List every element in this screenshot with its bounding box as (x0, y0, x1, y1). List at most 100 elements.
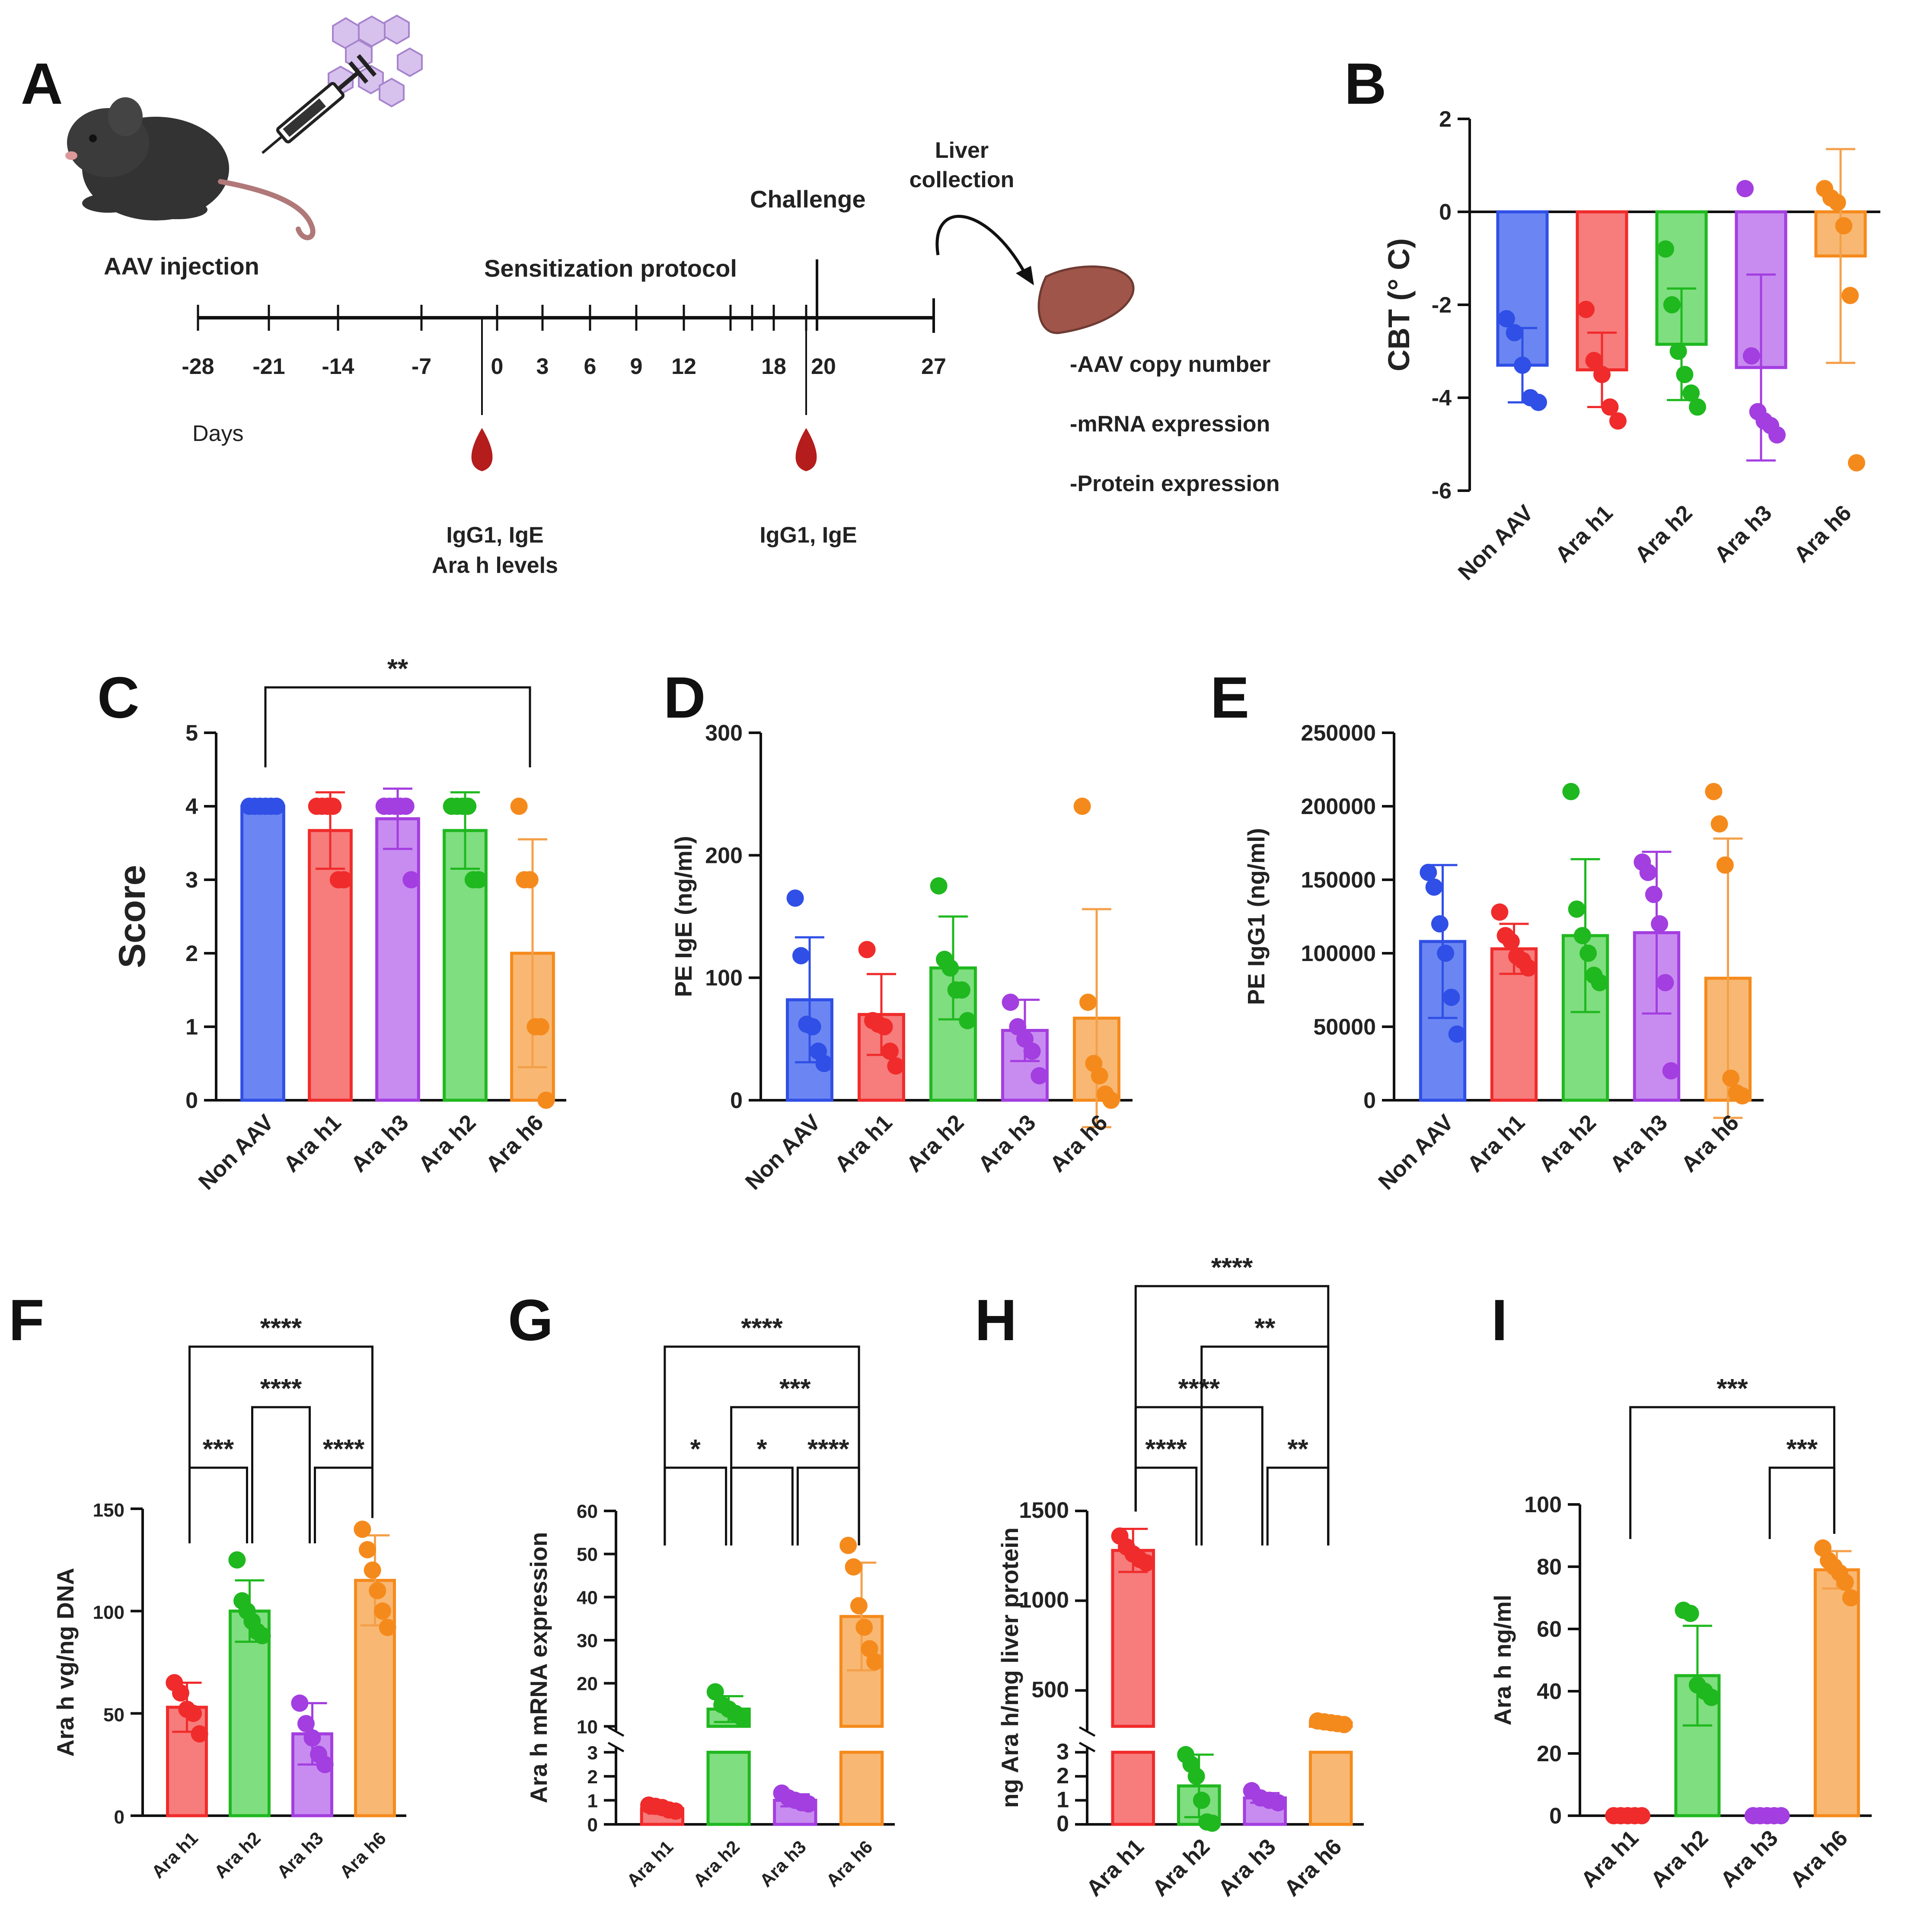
liver-arrow-head (1016, 266, 1034, 285)
y-axis-label: Ara h ng/ml (1489, 1595, 1516, 1726)
y-tick-label: 30 (577, 1630, 598, 1651)
y-tick-label: 1 (1056, 1787, 1069, 1812)
data-point (1519, 959, 1537, 977)
data-point (191, 1725, 208, 1743)
data-point (667, 1802, 684, 1820)
bleed1-line1: IgG1, IgE (446, 523, 543, 548)
data-point (804, 1018, 821, 1035)
x-category-label: Ara h3 (1710, 500, 1777, 567)
y-tick-label: 100 (93, 1602, 124, 1623)
data-point (324, 798, 342, 815)
data-point (1031, 1067, 1048, 1085)
significance-label: **** (323, 1434, 365, 1464)
significance-bracket (1200, 1345, 1330, 1546)
data-point (253, 1627, 271, 1645)
data-point (402, 871, 420, 888)
data-point (1703, 1689, 1720, 1706)
data-point (1562, 783, 1580, 800)
y-tick-label: 100 (705, 966, 743, 991)
x-category-label: Ara h1 (147, 1828, 202, 1882)
data-point (172, 1684, 189, 1702)
data-point (1676, 366, 1694, 383)
x-category-label: Ara h1 (279, 1110, 346, 1177)
data-point (1688, 398, 1706, 416)
day-label: -28 (182, 354, 214, 379)
significance-label: **** (807, 1434, 849, 1464)
readout-mrna: -mRNA expression (1070, 412, 1270, 437)
timeline-day-labels: -28 -21 -14 -7 0 3 6 9 12 18 20 27 (182, 354, 946, 379)
data-point (1502, 932, 1520, 950)
significance-label: **** (1145, 1434, 1187, 1464)
data-point (359, 1541, 377, 1558)
data-point (1269, 1794, 1287, 1811)
x-category-label: Ara h6 (822, 1836, 877, 1891)
data-point (1442, 989, 1460, 1006)
x-category-label: Ara h1 (1463, 1110, 1530, 1177)
significance-bracket (664, 1345, 860, 1546)
x-category-label: Ara h1 (1576, 1825, 1643, 1892)
panel-d-letter: D (664, 665, 706, 730)
data-point (1023, 1042, 1041, 1060)
syringe-icon (261, 54, 377, 154)
data-point (228, 1551, 246, 1569)
significance-label: **** (1178, 1374, 1220, 1404)
significance-bracket (1266, 1466, 1330, 1546)
data-point (1657, 240, 1675, 258)
significance-bracket (251, 1406, 311, 1543)
data-point (1425, 878, 1443, 896)
y-axis-label: ng Ara h/mg liver protein (996, 1527, 1023, 1808)
y-tick-label: -2 (1432, 293, 1452, 318)
significance-bracket (1134, 1466, 1198, 1546)
data-point (291, 1694, 309, 1712)
y-tick-label: 100 (1524, 1492, 1562, 1517)
y-tick-label: 4 (185, 794, 198, 819)
y-tick-label: 100000 (1301, 941, 1376, 966)
liver-arrow (935, 214, 1026, 273)
liver-icon (1037, 265, 1135, 334)
data-point (1736, 180, 1754, 198)
data-point (1722, 1070, 1740, 1087)
data-point (510, 798, 528, 815)
y-tick-label: 50 (103, 1704, 124, 1725)
data-point (521, 871, 539, 888)
data-point (1601, 398, 1619, 416)
data-point (1772, 1807, 1790, 1824)
data-point (397, 798, 415, 815)
data-point (1656, 974, 1674, 991)
y-tick-label: 1500 (1019, 1498, 1069, 1523)
day-label: 6 (584, 354, 597, 379)
data-point (1491, 903, 1509, 921)
panel-a-letter: A (21, 51, 63, 116)
data-point (1002, 993, 1019, 1011)
data-point (1585, 352, 1603, 369)
y-tick-label: 1000 (1019, 1588, 1069, 1613)
y-axis-label: Score (112, 865, 153, 968)
x-category-label: Ara h2 (210, 1828, 265, 1882)
x-category-label: Ara h1 (1082, 1834, 1149, 1901)
data-point (839, 1536, 857, 1554)
data-point (733, 1709, 751, 1727)
data-point (364, 1562, 381, 1579)
bar (839, 1750, 884, 1826)
data-point (941, 959, 959, 977)
data-point (861, 1640, 878, 1657)
data-point (1193, 1791, 1210, 1809)
sensitization-label: Sensitization protocol (484, 255, 737, 282)
x-category-label: Non AAV (194, 1110, 278, 1194)
data-point (354, 1520, 371, 1538)
significance-label: * (690, 1434, 701, 1464)
chart-panel-e: 0 50000 100000 150000 200000 250000 PE IgG1 (n… (1243, 721, 1764, 1195)
axis-break-mark (607, 1726, 625, 1737)
day-label: -7 (412, 354, 431, 379)
data-point (1663, 296, 1681, 313)
x-category-label: Ara h6 (1045, 1110, 1112, 1177)
data-point (1841, 287, 1859, 304)
y-tick-label: 50 (577, 1544, 598, 1565)
y-tick-label: 500 (1031, 1677, 1069, 1702)
significance-bracket (1134, 1285, 1330, 1546)
y-tick-label: 40 (577, 1587, 598, 1608)
data-point (1187, 1767, 1205, 1785)
y-tick-label: 0 (1439, 200, 1452, 225)
day-label: 0 (491, 354, 504, 379)
